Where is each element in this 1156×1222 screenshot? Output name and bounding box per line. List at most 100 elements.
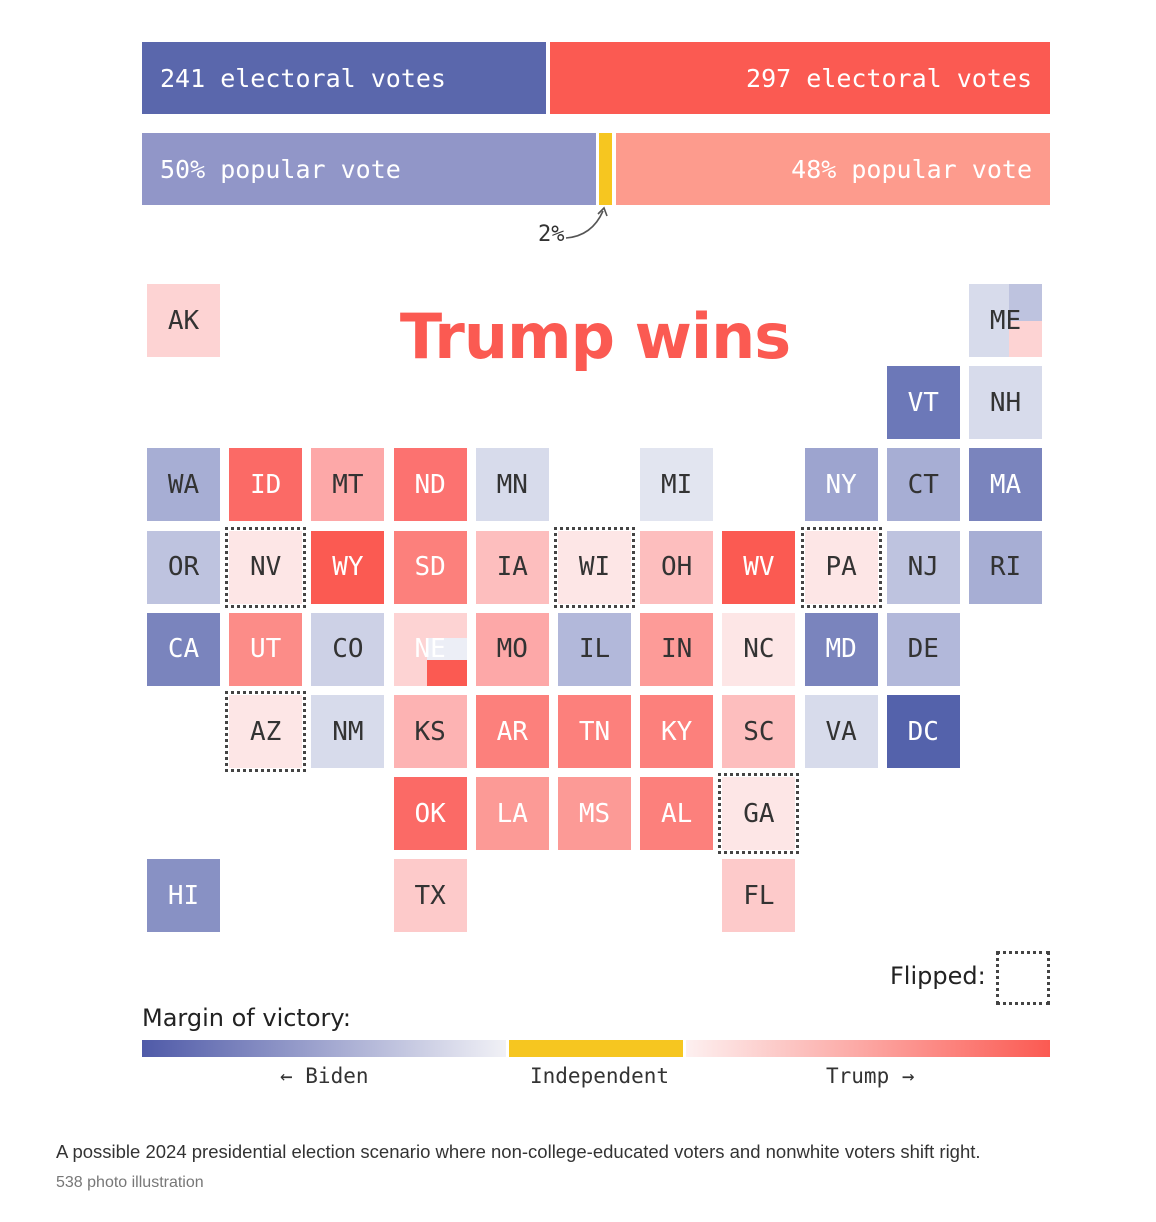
trump-popular-bar: 48% popular vote xyxy=(616,133,1050,205)
state-abbr: ID xyxy=(250,469,282,500)
state-tile-ga: GA xyxy=(722,777,796,851)
state-abbr: OR xyxy=(167,552,200,583)
state-abbr: MD xyxy=(825,634,857,665)
me-district-1 xyxy=(1009,284,1042,321)
state-abbr: GA xyxy=(743,798,775,829)
state-tile-id: ID xyxy=(229,448,303,522)
map-title: Trump wins xyxy=(399,300,791,373)
state-abbr: NC xyxy=(743,634,775,665)
state-tile-dc: DC xyxy=(886,695,960,768)
state-abbr: WI xyxy=(578,552,611,583)
trump-margin-scale xyxy=(686,1040,1050,1057)
state-tile-ok: OK xyxy=(393,777,467,851)
state-tile-nv: NV xyxy=(229,530,303,604)
biden-scale-label: ← Biden xyxy=(280,1064,369,1088)
flipped-legend-label: Flipped: xyxy=(890,962,986,990)
ne-district-3 xyxy=(426,659,467,686)
state-tile-co: CO xyxy=(311,612,385,686)
state-tile-ut: UT xyxy=(229,612,303,686)
state-tile-mn: MN xyxy=(475,448,549,522)
state-abbr: AK xyxy=(167,305,200,336)
state-tile-ct: CT xyxy=(886,448,960,522)
state-tile-il: IL xyxy=(558,612,631,686)
state-abbr: MO xyxy=(496,634,528,665)
state-tile-hi: HI xyxy=(147,859,220,933)
state-abbr: IN xyxy=(661,634,693,665)
state-abbr: ND xyxy=(414,469,446,500)
state-abbr: IL xyxy=(578,634,611,665)
state-abbr: RI xyxy=(989,552,1022,583)
state-abbr: MI xyxy=(661,469,693,500)
state-tile-nj: NJ xyxy=(886,530,960,604)
biden-popular-bar: 50% popular vote xyxy=(142,133,596,205)
state-tile-ne: NE xyxy=(393,612,467,686)
state-tile-mi: MI xyxy=(640,448,714,522)
state-abbr: NY xyxy=(825,469,857,500)
state-tile-az: AZ xyxy=(229,695,303,768)
state-abbr: ME xyxy=(989,305,1022,336)
state-tile-or: OR xyxy=(147,530,220,604)
image-credit: 538 photo illustration xyxy=(56,1174,204,1191)
state-abbr: OH xyxy=(661,552,693,583)
state-tile-wa: WA xyxy=(147,448,220,522)
trump-electoral-label: 297 electoral votes xyxy=(746,63,1032,93)
state-tile-tn: TN xyxy=(558,695,631,768)
state-tile-pa: PA xyxy=(804,530,878,604)
independent-popular-label: 2% xyxy=(538,222,565,247)
independent-arrow-icon xyxy=(565,206,608,239)
state-abbr: DC xyxy=(907,716,939,747)
state-abbr: WY xyxy=(332,552,364,583)
independent-margin-scale xyxy=(509,1040,683,1057)
trump-popular-label: 48% popular vote xyxy=(791,154,1032,184)
state-abbr: MT xyxy=(332,469,364,500)
state-abbr: SD xyxy=(414,552,446,583)
state-abbr: NH xyxy=(989,387,1022,418)
state-tile-nd: ND xyxy=(393,448,467,522)
biden-electoral-bar: 241 electoral votes xyxy=(142,42,546,114)
state-abbr: LA xyxy=(496,798,528,829)
biden-popular-label: 50% popular vote xyxy=(160,154,401,184)
state-abbr: KS xyxy=(414,716,446,747)
state-abbr: IA xyxy=(496,552,528,583)
state-abbr: TN xyxy=(578,716,611,747)
state-abbr: NV xyxy=(250,552,282,583)
state-tile-de: DE xyxy=(886,612,960,686)
state-tile-me: ME xyxy=(969,284,1042,357)
state-tile-tx: TX xyxy=(393,859,467,933)
state-abbr: HI xyxy=(167,880,200,911)
independent-scale-label: Independent xyxy=(530,1064,670,1088)
biden-margin-scale xyxy=(142,1040,506,1057)
state-tile-md: MD xyxy=(804,612,878,686)
independent-popular-bar xyxy=(599,133,612,205)
state-tile-ks: KS xyxy=(393,695,467,768)
state-tile-ri: RI xyxy=(969,530,1042,604)
state-abbr: MN xyxy=(496,469,528,500)
biden-electoral-label: 241 electoral votes xyxy=(160,63,446,93)
state-abbr: NE xyxy=(414,634,446,665)
state-abbr: AR xyxy=(496,716,528,747)
state-tile-la: LA xyxy=(475,777,549,851)
state-tile-ca: CA xyxy=(147,612,220,686)
state-abbr: DE xyxy=(907,634,939,665)
state-tile-sd: SD xyxy=(393,530,467,604)
state-abbr: FL xyxy=(743,880,775,911)
state-abbr: PA xyxy=(825,552,857,583)
state-tile-ak: AK xyxy=(147,284,220,357)
state-tile-nc: NC xyxy=(722,612,796,686)
state-tile-ma: MA xyxy=(969,448,1042,522)
state-tile-ms: MS xyxy=(558,777,631,851)
state-tile-va: VA xyxy=(804,695,878,768)
margin-legend-title: Margin of victory: xyxy=(142,1004,351,1032)
state-abbr: CA xyxy=(167,634,200,665)
state-tile-ky: KY xyxy=(640,695,714,768)
state-abbr: OK xyxy=(414,798,446,829)
state-abbr: WA xyxy=(167,469,200,500)
state-tile-ar: AR xyxy=(475,695,549,768)
state-tile-sc: SC xyxy=(722,695,796,768)
state-abbr: CT xyxy=(907,469,939,500)
state-tile-ny: NY xyxy=(804,448,878,522)
state-abbr: KY xyxy=(661,716,693,747)
me-district-2 xyxy=(1009,321,1042,357)
state-tile-vt: VT xyxy=(886,366,960,440)
state-tile-wy: WY xyxy=(311,530,385,604)
